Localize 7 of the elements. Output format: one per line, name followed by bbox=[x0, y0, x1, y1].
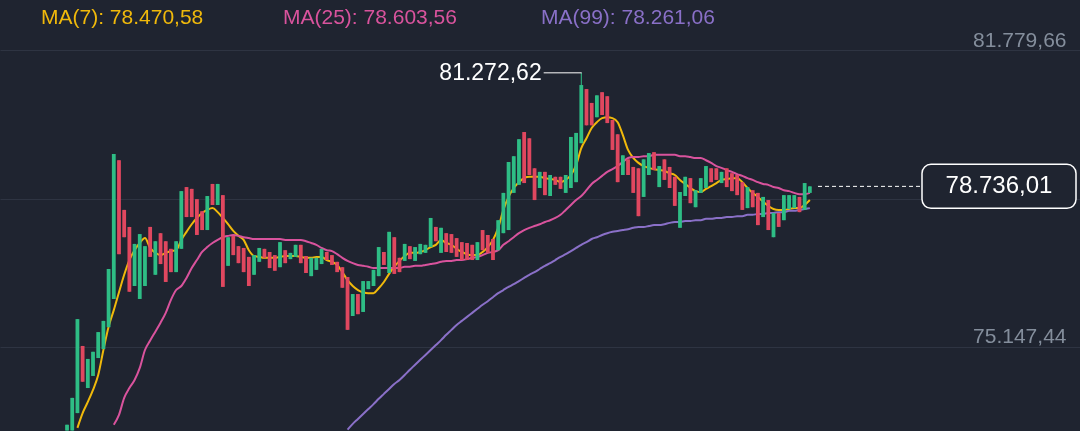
text: MA(7): 78.470,58 bbox=[41, 5, 204, 28]
y-tick-label: 75.147,44 bbox=[973, 324, 1067, 348]
text: MA(25): 78.603,56 bbox=[283, 5, 457, 28]
y-tick-label: 81.779,66 bbox=[973, 27, 1067, 51]
ref-line-label: 78.736,01 bbox=[945, 171, 1053, 199]
text: MA(99): 78.261,06 bbox=[541, 5, 715, 28]
annotation: 81.272,62 bbox=[439, 58, 542, 85]
